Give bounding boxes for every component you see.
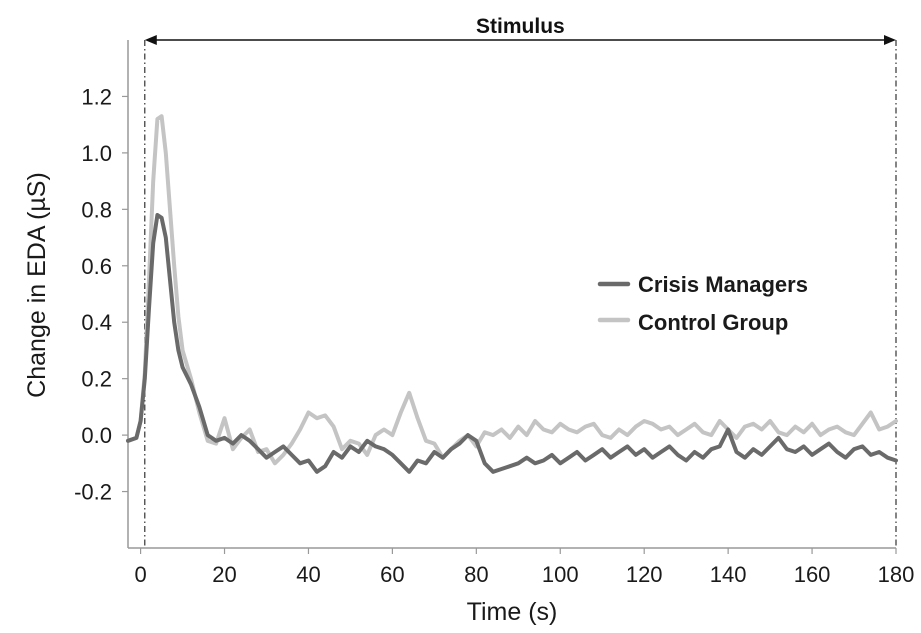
legend-label-crisis-managers: Crisis Managers	[638, 272, 808, 297]
y-ticks: -0.2 0.0 0.2 0.4 0.6 0.8 1.0 1.2	[74, 84, 128, 505]
legend-label-control-group: Control Group	[638, 310, 788, 335]
x-tick-label: 120	[626, 562, 663, 587]
x-tick-label: 100	[542, 562, 579, 587]
x-tick-label: 0	[134, 562, 146, 587]
y-tick-label: 1.0	[81, 141, 112, 166]
x-tick-label: 80	[464, 562, 488, 587]
stimulus-arrowhead-right	[884, 35, 896, 45]
stimulus-arrowhead-left	[144, 35, 157, 45]
y-tick-label: 0.4	[81, 310, 112, 335]
series-line-crisis-managers	[126, 213, 898, 474]
x-tick-label: 140	[710, 562, 747, 587]
x-tick-label: 180	[878, 562, 915, 587]
y-tick-label: 1.2	[81, 84, 112, 109]
y-axis-title: Change in EDA (µS)	[23, 172, 51, 398]
x-tick-label: 40	[296, 562, 320, 587]
y-tick-label: -0.2	[74, 480, 112, 505]
legend: Crisis Managers Control Group	[597, 272, 808, 335]
x-axis-title: Time (s)	[467, 598, 558, 626]
y-tick-label: 0.0	[81, 423, 112, 448]
y-tick-label: 0.6	[81, 254, 112, 279]
y-tick-label: 0.8	[81, 197, 112, 222]
series-layer	[126, 114, 898, 474]
x-tick-label: 20	[212, 562, 236, 587]
x-ticks: 0 20 40 60 80 100 120 140 160 180	[134, 548, 914, 587]
x-tick-label: 60	[380, 562, 404, 587]
x-tick-label: 160	[794, 562, 831, 587]
stimulus-label: Stimulus	[476, 15, 565, 38]
y-tick-label: 0.2	[81, 367, 112, 392]
